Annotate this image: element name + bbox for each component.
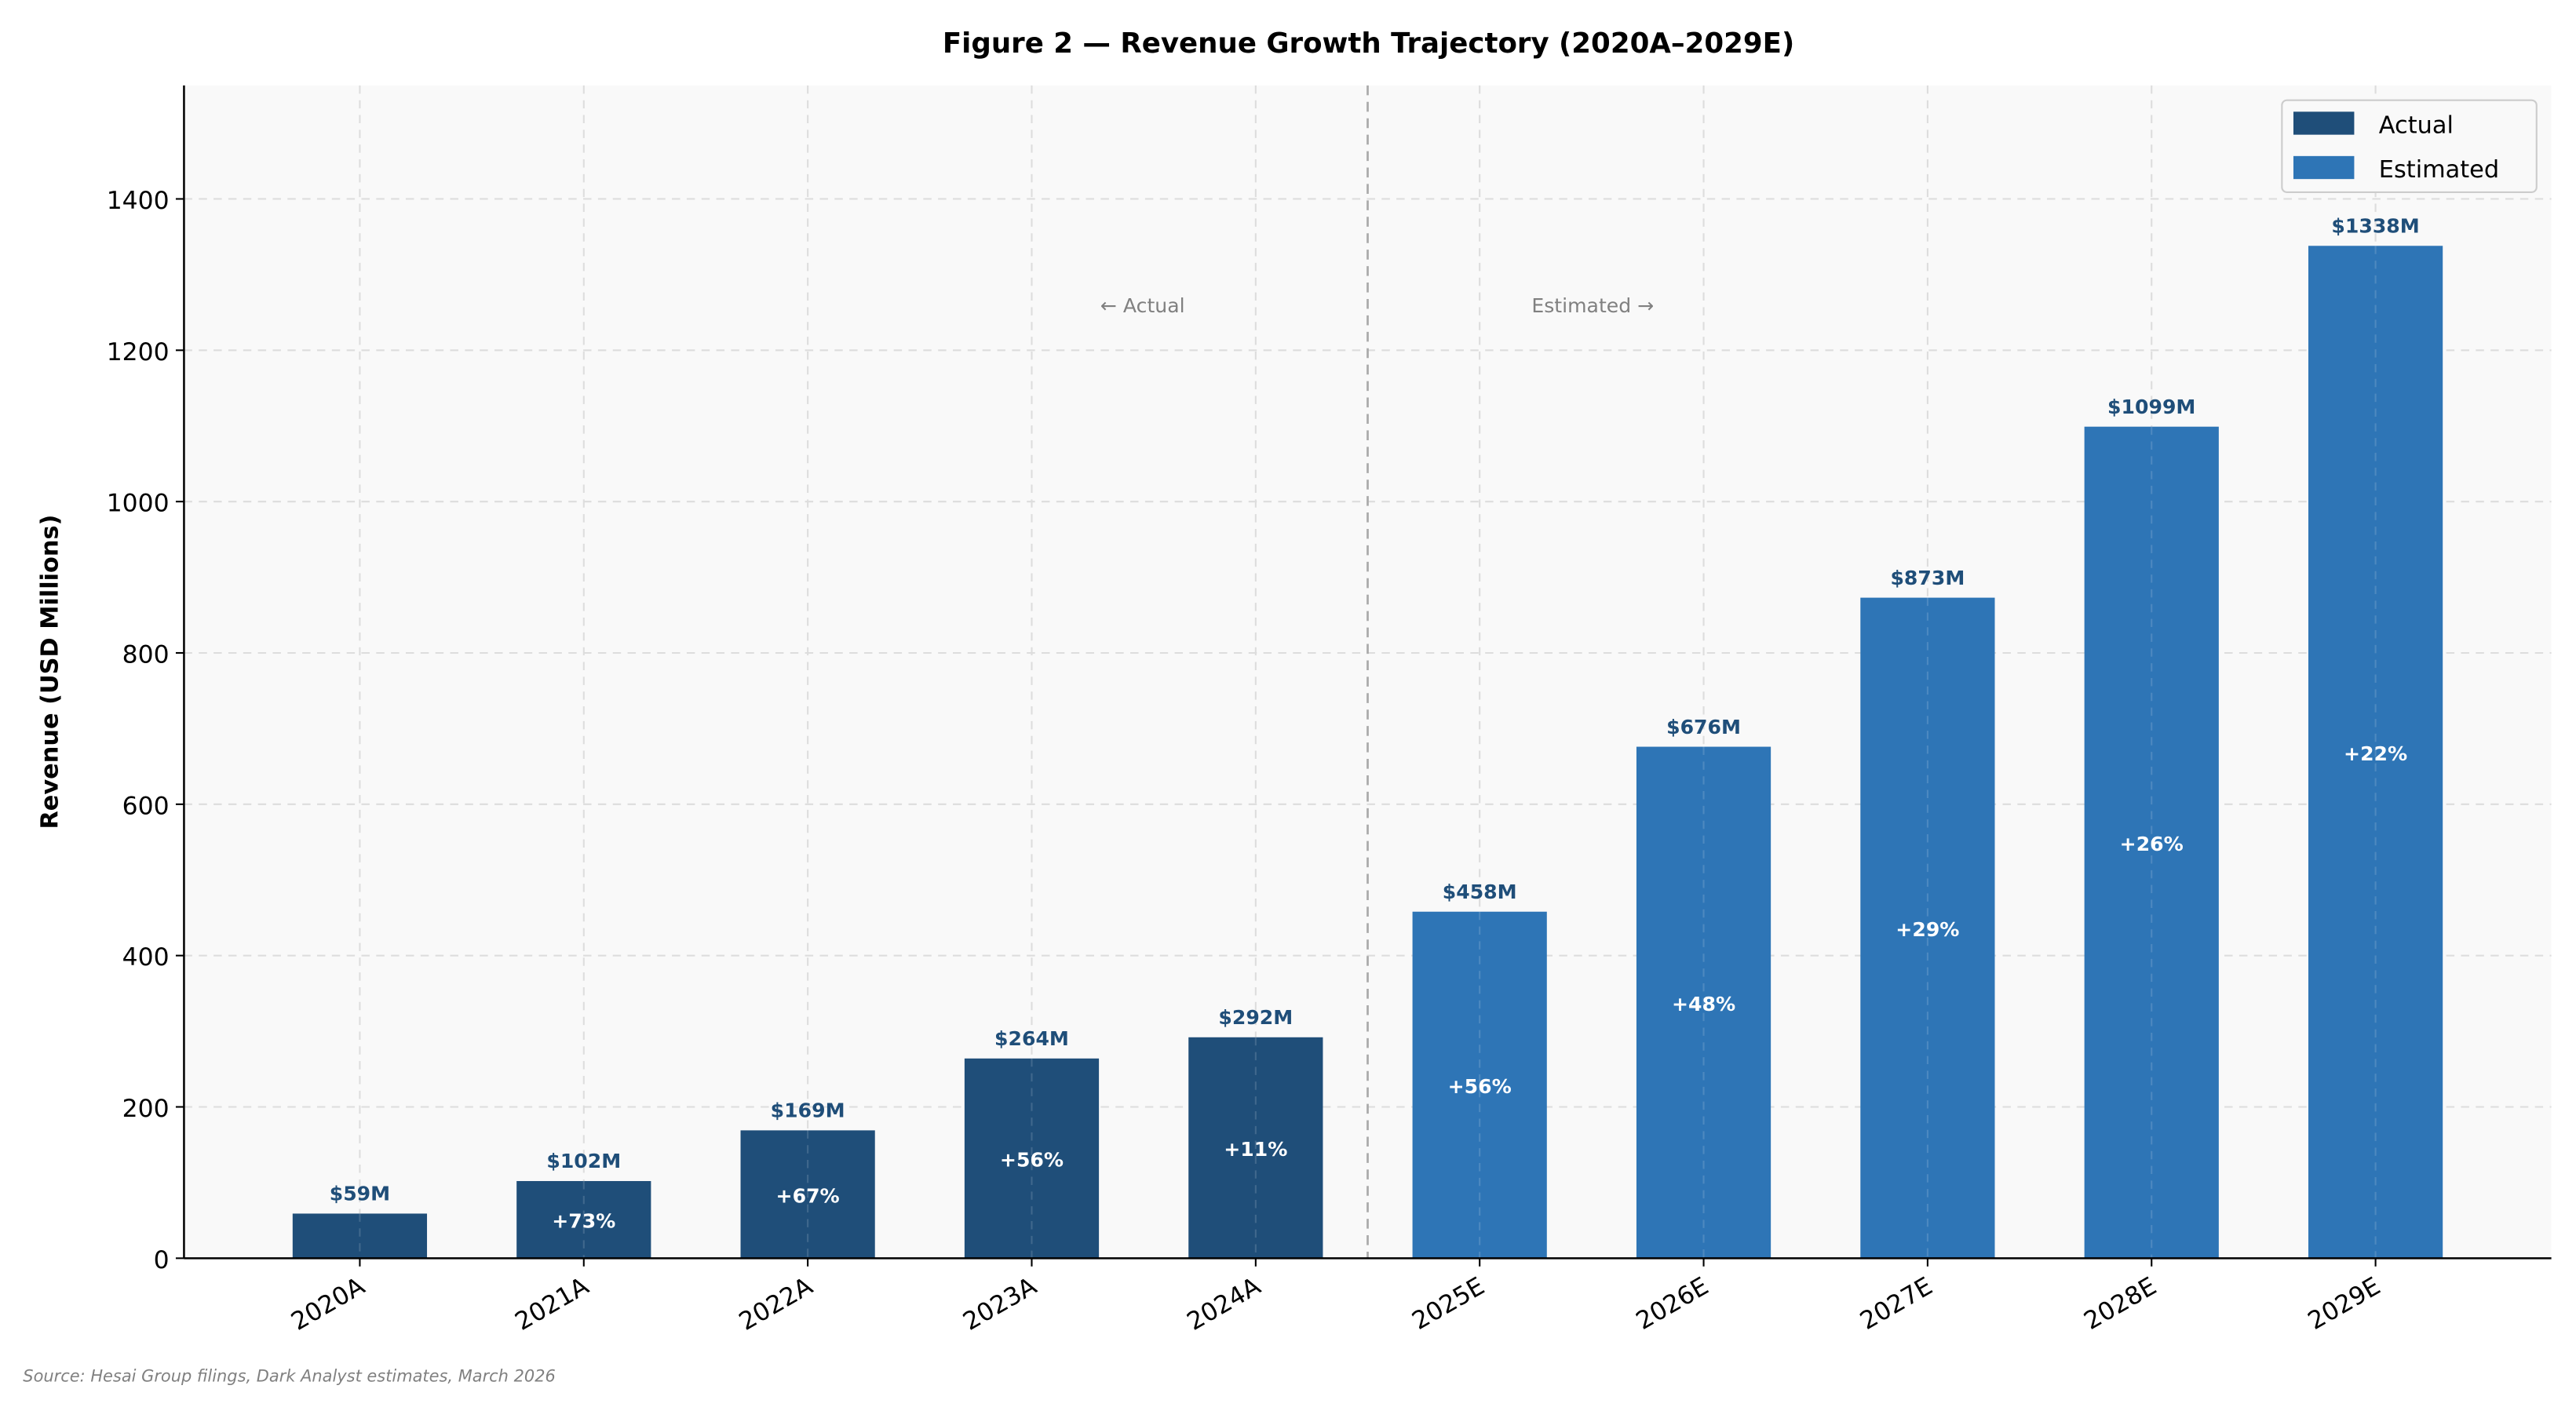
bar-2024A [1188, 1037, 1323, 1259]
value-label: $102M [546, 1150, 621, 1172]
x-tick-label: 2024A [1182, 1272, 1265, 1336]
legend-swatch-estimated [2293, 155, 2355, 180]
bar-2020A [292, 1213, 428, 1259]
growth-label: +26% [2120, 833, 2184, 855]
divider-label-estimated: Estimated → [1531, 294, 1654, 317]
growth-label: +73% [552, 1210, 615, 1233]
x-tick-label: 2021A [510, 1272, 593, 1336]
y-tick-label: 200 [122, 1095, 170, 1123]
value-label: $873M [1890, 567, 1965, 589]
growth-label: +22% [2344, 742, 2407, 765]
legend-label-actual: Actual [2379, 112, 2454, 140]
bar-2022A [740, 1130, 875, 1259]
y-tick-label: 1200 [107, 338, 170, 366]
legend-swatch-actual [2293, 111, 2355, 135]
growth-label: +48% [1672, 993, 1735, 1015]
bar-2028E [2084, 426, 2219, 1259]
bar-2027E [1860, 597, 1995, 1259]
divider-label-actual: ← Actual [1100, 294, 1185, 317]
y-tick-label: 400 [122, 943, 170, 972]
y-tick-label: 1000 [107, 490, 170, 518]
x-tick-label: 2023A [958, 1272, 1042, 1336]
legend: Actual Estimated [2281, 99, 2538, 193]
value-label: $292M [1218, 1006, 1293, 1029]
value-label: $59M [330, 1183, 390, 1205]
value-label: $264M [994, 1027, 1069, 1050]
bar-2026E [1636, 746, 1771, 1259]
x-tick-label: 2028E [2079, 1272, 2161, 1336]
y-tick-label: 800 [122, 641, 170, 669]
x-tick-label: 2026E [1632, 1272, 1713, 1336]
chart-title: Figure 2 — Revenue Growth Trajectory (20… [943, 27, 1794, 60]
bar-2023A [964, 1058, 1100, 1259]
value-label: $676M [1666, 716, 1741, 738]
bar-2025E [1412, 911, 1547, 1259]
growth-label: +11% [1224, 1138, 1287, 1161]
y-tick-label: 0 [154, 1246, 170, 1274]
y-tick-label: 600 [122, 792, 170, 820]
bars [292, 246, 2443, 1259]
growth-label: +56% [1448, 1075, 1512, 1098]
value-label: $169M [771, 1099, 845, 1122]
value-label: $1099M [2107, 396, 2195, 418]
legend-label-estimated: Estimated [2379, 156, 2499, 184]
x-tick-label: 2029E [2304, 1272, 2385, 1336]
bar-2029E [2308, 246, 2443, 1259]
x-tick-label: 2022A [735, 1272, 818, 1336]
bar-labels: $59M $102M +73% $169M +67% $264M +56% $292M +11%… [330, 215, 2420, 1233]
x-tick-label: 2025E [1407, 1272, 1489, 1336]
growth-label: +29% [1896, 918, 1959, 941]
x-tick-label: 2027E [1855, 1272, 1937, 1336]
growth-label: +56% [1000, 1149, 1064, 1172]
value-label: $1338M [2331, 215, 2419, 238]
y-tick-label: 1400 [107, 187, 170, 215]
bar-2021A [516, 1180, 651, 1259]
growth-label: +67% [776, 1184, 840, 1207]
value-label: $458M [1443, 881, 1517, 903]
source-note: Source: Hesai Group filings, Dark Analys… [23, 1366, 556, 1385]
x-tick-label: 2020A [286, 1272, 370, 1336]
y-axis-label: Revenue (USD Millions) [36, 515, 64, 829]
